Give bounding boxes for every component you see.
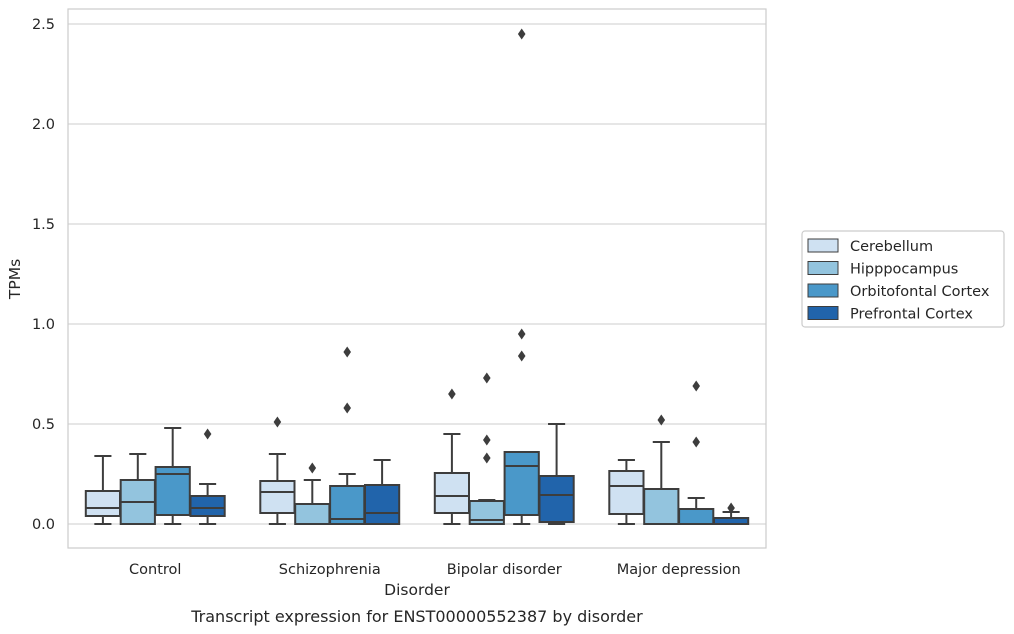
- box-iqr: [294, 503, 331, 525]
- legend-swatch: [807, 238, 839, 253]
- box-iqr: [643, 488, 680, 525]
- legend-label: Prefrontal Cortex: [850, 307, 973, 323]
- legend-swatch: [807, 306, 839, 320]
- legend: Cerebellum Hipppocampus Orbitofontal Corte…: [801, 230, 1005, 328]
- y-tick-label: 1.0: [32, 317, 55, 333]
- box-iqr: [538, 475, 575, 523]
- x-axis-ticks: Control Schizophrenia Bipolar disorder Majo…: [129, 562, 741, 578]
- x-tick-label: Control: [129, 562, 181, 578]
- box-cerebellum: [608, 459, 645, 525]
- legend-frame: [801, 230, 1005, 328]
- y-tick-label: 2.5: [32, 17, 55, 33]
- outlier-point: [273, 416, 282, 428]
- legend-swatch: [807, 261, 839, 275]
- plot-area-frame: [67, 8, 767, 549]
- legend-label: Orbitofontal Cortex: [850, 284, 990, 300]
- box-hipppocampus: [643, 414, 680, 525]
- outlier-point: [517, 28, 526, 40]
- box-iqr: [433, 472, 471, 514]
- outlier-point: [692, 436, 700, 448]
- outlier-point: [308, 462, 317, 474]
- outlier-point: [657, 414, 666, 426]
- x-axis-title: Disorder: [384, 581, 450, 599]
- box-iqr: [608, 470, 645, 515]
- outlier-point: [203, 428, 212, 440]
- box-cerebellum: [433, 388, 471, 525]
- box-orbitofontal-cortex: [678, 380, 715, 525]
- legend-swatch: [807, 283, 839, 298]
- box-hipppocampus: [119, 453, 156, 525]
- outlier-point: [483, 372, 491, 384]
- box-prefrontal-cortex: [363, 459, 401, 525]
- box-iqr: [84, 490, 122, 517]
- box-iqr: [259, 480, 296, 514]
- outlier-point: [517, 328, 526, 340]
- box-iqr: [503, 451, 540, 516]
- outlier-point: [483, 452, 491, 464]
- box-cerebellum: [259, 416, 296, 525]
- x-tick-label: Bipolar disorder: [447, 562, 562, 578]
- x-tick-label: Schizophrenia: [279, 562, 381, 578]
- box-prefrontal-cortex: [712, 502, 750, 525]
- outlier-point: [727, 502, 735, 514]
- box-prefrontal-cortex: [189, 428, 226, 525]
- box-prefrontal-cortex: [538, 423, 575, 525]
- box-iqr: [678, 508, 715, 525]
- outlier-point: [692, 380, 700, 392]
- outlier-point: [343, 346, 351, 358]
- outlier-point: [448, 388, 456, 400]
- box-orbitofontal-cortex: [154, 427, 191, 525]
- y-tick-label: 1.5: [32, 217, 55, 233]
- legend-label: Cerebellum: [850, 239, 933, 255]
- box-hipppocampus: [468, 372, 505, 525]
- chart-caption: Transcript expression for ENST0000055238…: [190, 607, 643, 626]
- y-tick-label: 2.0: [32, 117, 55, 133]
- boxes: [84, 28, 750, 525]
- outlier-point: [517, 350, 526, 362]
- y-tick-label: 0.0: [32, 517, 55, 533]
- x-tick-label: Major depression: [617, 562, 741, 578]
- y-tick-label: 0.5: [32, 417, 55, 433]
- box-cerebellum: [84, 455, 122, 525]
- box-hipppocampus: [294, 462, 331, 525]
- y-axis-ticks: 0.0 0.5 1.0 1.5 2.0 2.5: [32, 17, 55, 533]
- y-axis-title: TPMs: [6, 259, 24, 300]
- box-iqr: [363, 484, 401, 525]
- outlier-point: [343, 402, 351, 414]
- box-orbitofontal-cortex: [329, 346, 366, 525]
- outlier-point: [483, 434, 491, 446]
- legend-label: Hipppocampus: [850, 262, 958, 278]
- box-orbitofontal-cortex: [503, 28, 540, 525]
- box-iqr: [189, 495, 226, 517]
